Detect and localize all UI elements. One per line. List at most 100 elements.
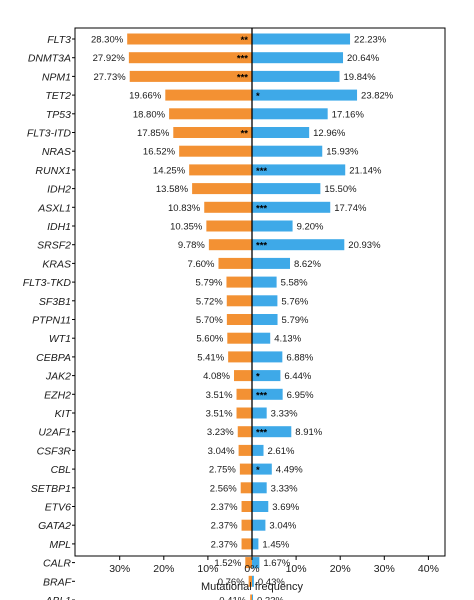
value-label-left: 27.92% (93, 53, 126, 64)
bar-right-idh1 (252, 220, 293, 232)
value-label-right: 4.49% (276, 465, 303, 476)
significance-mark-right: * (256, 91, 260, 102)
bar-left-tet2 (165, 89, 252, 101)
bar-right-asxl1 (252, 201, 331, 213)
significance-mark-left: ** (241, 35, 249, 46)
bar-right-calr (252, 557, 260, 569)
gene-label: MPL (49, 539, 71, 551)
bar-right-kras (252, 257, 291, 269)
gene-label: CSF3R (37, 445, 72, 457)
gene-label: GATA2 (38, 520, 71, 532)
bar-right-etv6 (252, 501, 269, 512)
value-label-right: 19.84% (343, 72, 376, 83)
significance-mark-left: ** (241, 129, 249, 140)
value-label-left: 0.76% (218, 577, 245, 588)
bar-left-calr (245, 557, 252, 569)
bar-left-braf (248, 575, 252, 587)
bar-left-cebpa (228, 351, 252, 363)
bar-right-gata2 (252, 519, 266, 531)
bar-left-asxl1 (204, 201, 252, 213)
bar-left-flt3 (127, 33, 252, 45)
bar-right-cebpa (252, 351, 283, 363)
value-label-left: 2.37% (211, 539, 238, 550)
plot-border (74, 27, 446, 557)
value-label-left: 19.66% (129, 91, 162, 102)
bar-right-flt3-tkd (252, 276, 277, 288)
bar-right-ezh2 (252, 388, 283, 400)
value-label-right: 12.96% (313, 128, 346, 139)
value-label-right: 15.50% (324, 184, 357, 195)
gene-label: KRAS (42, 258, 71, 270)
value-label-left: 0.41% (219, 596, 246, 600)
value-label-right: 21.14% (349, 165, 382, 176)
x-tick-label: 0% (244, 563, 259, 575)
value-label-right: 6.95% (287, 390, 314, 401)
x-tick-label: 10% (286, 563, 307, 575)
gene-label: RUNX1 (35, 165, 71, 177)
significance-mark-left: *** (237, 72, 248, 83)
bar-right-nras (252, 145, 323, 157)
bar-left-npm1 (129, 70, 252, 82)
bar-right-cbl (252, 463, 272, 475)
bar-left-idh1 (206, 220, 252, 232)
bar-right-sf3b1 (252, 295, 278, 307)
gene-label: SRSF2 (37, 240, 71, 252)
right-bars (252, 33, 358, 600)
bar-right-tp53 (252, 108, 328, 120)
bar-left-ezh2 (236, 388, 252, 400)
gene-label: IDH2 (47, 184, 71, 196)
value-label-right: 20.93% (348, 240, 381, 251)
bar-right-flt3-itd (252, 127, 310, 138)
gene-label: SETBP1 (31, 483, 71, 495)
gene-label: JAK2 (45, 371, 71, 383)
bar-right-tet2 (252, 89, 358, 101)
value-label-left: 10.83% (168, 203, 201, 214)
gene-label: CBL (51, 464, 72, 476)
bar-right-mpl (252, 538, 259, 550)
bar-left-flt3-itd (173, 127, 252, 138)
bar-right-jak2 (252, 370, 281, 382)
gene-label: ASXL1 (37, 202, 71, 214)
bar-left-tp53 (169, 108, 252, 120)
bar-left-sf3b1 (226, 295, 252, 307)
value-label-right: 17.16% (332, 109, 365, 120)
gene-label: TP53 (46, 109, 71, 121)
value-label-right: 6.88% (286, 352, 313, 363)
value-label-right: 3.33% (271, 409, 298, 420)
value-label-right: 1.45% (262, 539, 289, 550)
gene-label: U2AF1 (38, 427, 71, 439)
value-label-left: 3.51% (206, 409, 233, 420)
bar-left-kras (218, 257, 252, 269)
bar-left-abl1 (250, 594, 252, 600)
x-tick-label: 20% (153, 563, 174, 575)
value-label-left: 5.79% (196, 278, 223, 289)
value-label-left: 3.04% (208, 446, 235, 457)
value-label-right: 5.76% (281, 296, 308, 307)
value-label-left: 2.37% (211, 521, 238, 532)
value-label-left: 9.78% (178, 240, 205, 251)
significance-mark-left: *** (237, 54, 248, 65)
value-label-left: 2.75% (209, 465, 236, 476)
gene-label: CALR (43, 558, 71, 570)
x-axis-ticks: 30% 20% 10% 0% 10% 20% 30% 40% (109, 556, 439, 575)
gene-label: FLT3 (47, 34, 71, 46)
gene-label: EZH2 (44, 389, 71, 401)
value-label-left: 4.08% (203, 371, 230, 382)
gene-label: PTPN11 (32, 315, 71, 327)
bar-right-srsf2 (252, 239, 345, 251)
value-label-right: 5.79% (282, 315, 309, 326)
value-label-left: 16.52% (143, 147, 176, 158)
gene-label: DNMT3A (28, 53, 71, 65)
x-tick-label: 30% (374, 563, 395, 575)
bar-right-kit (252, 407, 267, 419)
value-label-left: 5.70% (196, 315, 223, 326)
bar-left-wt1 (227, 332, 252, 344)
bar-right-wt1 (252, 332, 271, 344)
bar-right-flt3 (252, 33, 351, 45)
bar-left-etv6 (241, 501, 252, 512)
bar-left-idh2 (192, 183, 252, 195)
value-label-left: 2.37% (211, 502, 238, 513)
bar-right-csf3r (252, 444, 264, 456)
value-label-right: 2.61% (268, 446, 295, 457)
